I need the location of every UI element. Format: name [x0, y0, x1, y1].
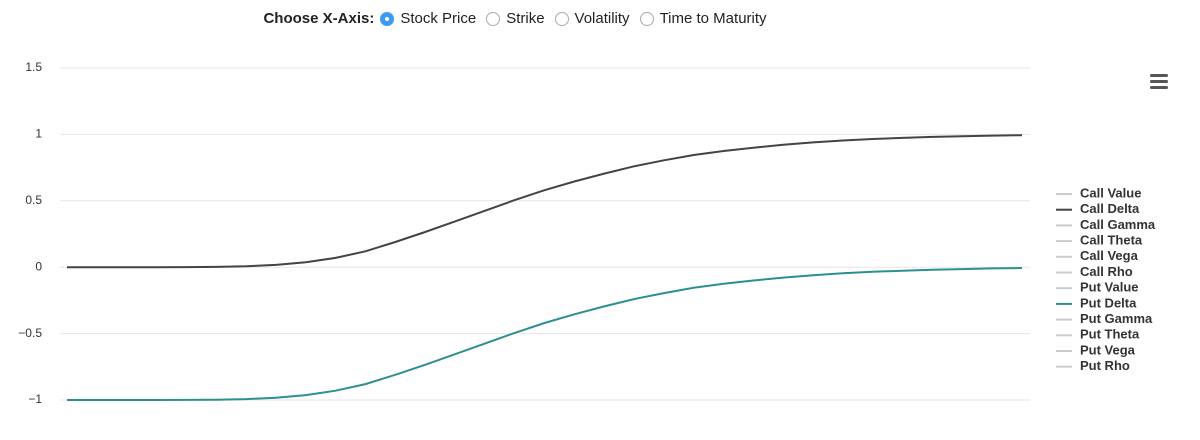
legend-item[interactable]: Put Theta: [1056, 327, 1140, 342]
radio-option[interactable]: Volatility: [554, 10, 630, 27]
y-tick-label: 0.5: [25, 193, 42, 207]
radio-option[interactable]: Stock Price: [380, 10, 476, 27]
y-tick-label: −1: [28, 392, 42, 406]
legend-item[interactable]: Put Value: [1056, 280, 1139, 295]
chooser-label: Choose X-Axis:: [263, 10, 375, 27]
legend-label: Call Vega: [1080, 248, 1139, 263]
radio-label: Volatility: [574, 10, 630, 27]
radio-button[interactable]: [486, 11, 501, 26]
radio-button[interactable]: [554, 11, 569, 26]
y-tick-label: 0: [35, 259, 42, 273]
legend-label: Put Theta: [1080, 327, 1140, 342]
legend-item[interactable]: Put Rho: [1056, 358, 1130, 373]
series-line: [67, 134, 1023, 269]
legend-item[interactable]: Put Gamma: [1056, 311, 1153, 326]
legend-label: Call Value: [1080, 185, 1141, 200]
radio-button[interactable]: [380, 11, 395, 26]
legend-label: Call Theta: [1080, 233, 1143, 248]
legend-item[interactable]: Call Value: [1056, 185, 1141, 200]
y-tick-label: 1: [35, 127, 42, 141]
legend-item[interactable]: Call Gamma: [1056, 217, 1156, 232]
y-tick-label: −0.5: [18, 326, 42, 340]
legend-item[interactable]: Call Vega: [1056, 248, 1139, 263]
radio-button[interactable]: [639, 11, 654, 26]
radio-option[interactable]: Time to Maturity: [639, 10, 767, 27]
radio-label: Stock Price: [400, 10, 477, 27]
series-line: [67, 267, 1023, 401]
radio-label: Time to Maturity: [659, 10, 767, 27]
legend-label: Put Value: [1080, 280, 1139, 295]
radio-option[interactable]: Strike: [486, 10, 545, 27]
menu-bar: [1150, 74, 1168, 77]
legend-item[interactable]: Call Rho: [1056, 264, 1133, 279]
legend-label: Call Gamma: [1080, 217, 1156, 232]
radio-label: Strike: [506, 10, 545, 27]
legend-label: Put Rho: [1080, 358, 1130, 373]
legend-label: Call Rho: [1080, 264, 1133, 279]
menu-icon[interactable]: [1150, 74, 1168, 89]
legend-item[interactable]: Put Vega: [1056, 342, 1136, 357]
legend-label: Put Gamma: [1080, 311, 1153, 326]
menu-bar: [1150, 86, 1168, 89]
menu-bar: [1150, 80, 1168, 83]
legend-label: Put Vega: [1080, 342, 1136, 357]
legend-item[interactable]: Call Theta: [1056, 233, 1143, 248]
legend-item[interactable]: Put Delta: [1056, 295, 1137, 310]
y-tick-label: 1.5: [25, 60, 42, 74]
axis-chooser: Choose X-Axis: Stock Price Strike Volatili…: [0, 10, 1040, 27]
legend-label: Put Delta: [1080, 295, 1137, 310]
legend-label: Call Delta: [1080, 201, 1140, 216]
legend-item[interactable]: Call Delta: [1056, 201, 1140, 216]
